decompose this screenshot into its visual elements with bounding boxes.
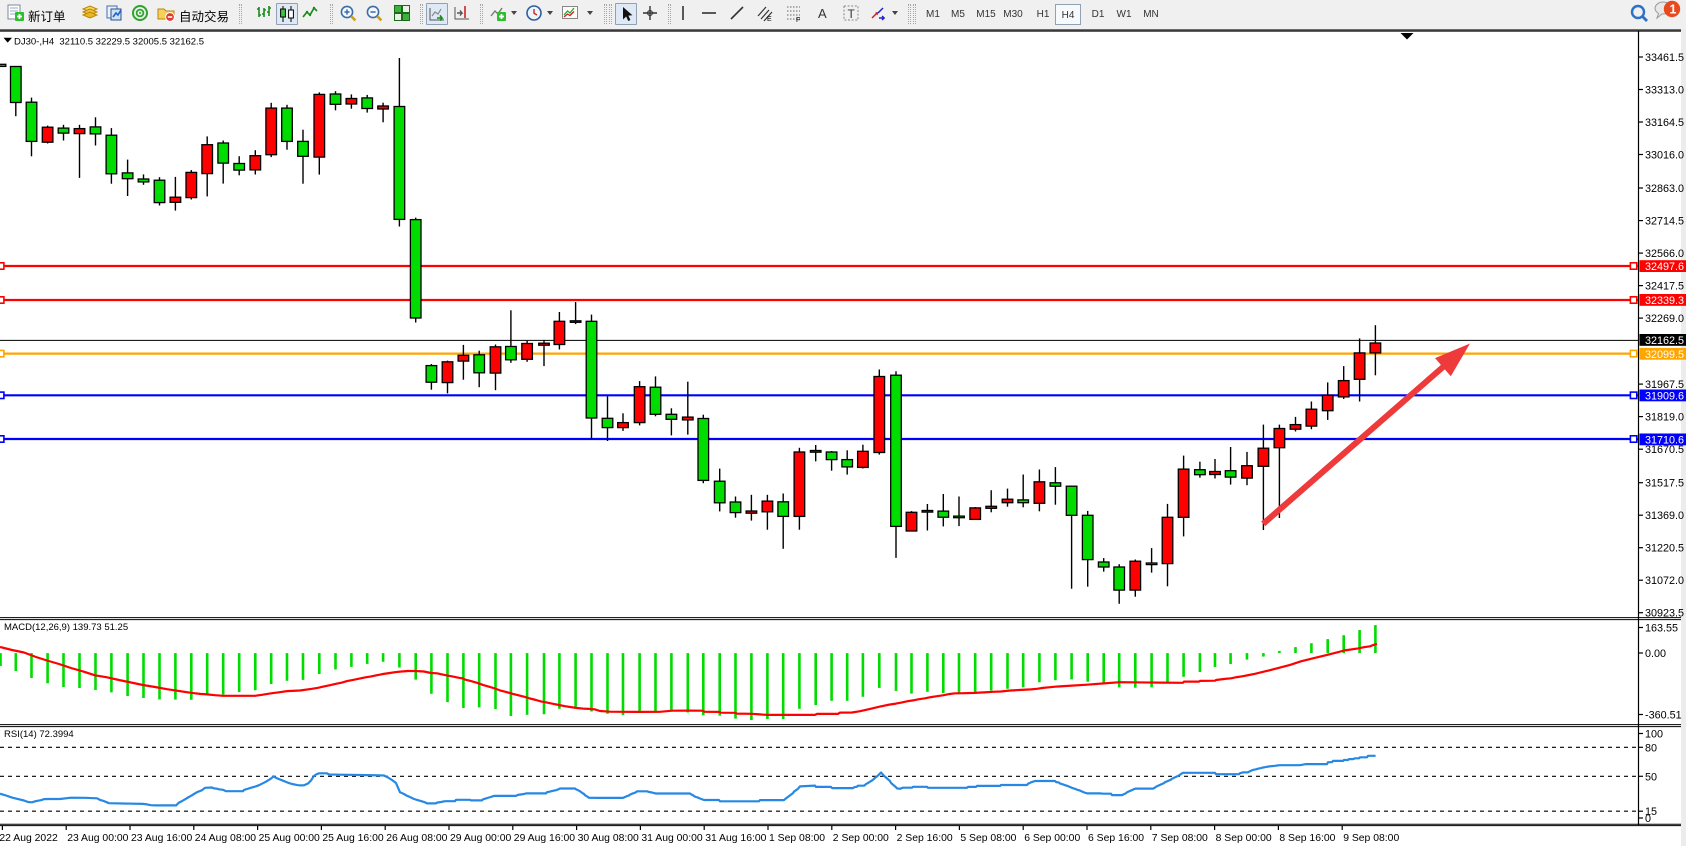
- svg-text:31220.5: 31220.5: [1645, 543, 1684, 555]
- svg-text:25 Aug 16:00: 25 Aug 16:00: [322, 833, 383, 844]
- svg-text:7 Sep 08:00: 7 Sep 08:00: [1152, 833, 1208, 844]
- svg-text:2 Sep 16:00: 2 Sep 16:00: [897, 833, 953, 844]
- svg-text:80: 80: [1645, 742, 1657, 754]
- svg-text:26 Aug 08:00: 26 Aug 08:00: [386, 833, 447, 844]
- svg-text:0.00: 0.00: [1645, 648, 1666, 660]
- svg-text:MACD(12,26,9) 139.73 51.25: MACD(12,26,9) 139.73 51.25: [4, 622, 128, 633]
- svg-text:0: 0: [1645, 813, 1651, 825]
- svg-text:9 Sep 08:00: 9 Sep 08:00: [1343, 833, 1399, 844]
- svg-text:31909.6: 31909.6: [1645, 391, 1684, 403]
- svg-text:32269.0: 32269.0: [1645, 313, 1684, 325]
- svg-text:32417.5: 32417.5: [1645, 281, 1684, 293]
- svg-text:33016.0: 33016.0: [1645, 150, 1684, 162]
- svg-text:22 Aug 2022: 22 Aug 2022: [0, 833, 58, 844]
- svg-text:31072.0: 31072.0: [1645, 575, 1684, 587]
- svg-text:F: F: [796, 17, 800, 22]
- svg-text:-360.51: -360.51: [1645, 710, 1682, 722]
- svg-text:25 Aug 00:00: 25 Aug 00:00: [259, 833, 320, 844]
- svg-text:RSI(14) 72.3994: RSI(14) 72.3994: [4, 729, 74, 740]
- svg-text:32162.5: 32162.5: [1645, 335, 1684, 347]
- svg-text:33164.5: 33164.5: [1645, 117, 1684, 129]
- svg-text:50: 50: [1645, 771, 1657, 783]
- svg-text:31517.5: 31517.5: [1645, 478, 1684, 490]
- svg-text:31670.5: 31670.5: [1645, 444, 1684, 456]
- svg-text:31710.6: 31710.6: [1645, 435, 1684, 447]
- svg-text:33313.0: 33313.0: [1645, 85, 1684, 97]
- svg-text:32099.5: 32099.5: [1645, 349, 1684, 361]
- svg-text:31 Aug 16:00: 31 Aug 16:00: [705, 833, 766, 844]
- svg-text:31369.0: 31369.0: [1645, 510, 1684, 522]
- svg-text:A: A: [818, 6, 827, 21]
- svg-text:2 Sep 00:00: 2 Sep 00:00: [833, 833, 889, 844]
- svg-text:33461.5: 33461.5: [1645, 52, 1684, 64]
- svg-text:23 Aug 00:00: 23 Aug 00:00: [67, 833, 128, 844]
- svg-text:6 Sep 16:00: 6 Sep 16:00: [1088, 833, 1144, 844]
- svg-text:32714.5: 32714.5: [1645, 216, 1684, 228]
- svg-text:31 Aug 00:00: 31 Aug 00:00: [641, 833, 702, 844]
- svg-text:30923.5: 30923.5: [1645, 608, 1684, 620]
- svg-text:E: E: [767, 16, 772, 22]
- svg-text:30 Aug 08:00: 30 Aug 08:00: [578, 833, 639, 844]
- svg-text:29 Aug 16:00: 29 Aug 16:00: [514, 833, 575, 844]
- svg-text:32863.0: 32863.0: [1645, 183, 1684, 195]
- svg-text:5 Sep 08:00: 5 Sep 08:00: [960, 833, 1016, 844]
- svg-text:8 Sep 00:00: 8 Sep 00:00: [1216, 833, 1272, 844]
- svg-text:15: 15: [1645, 806, 1657, 818]
- svg-text:32566.0: 32566.0: [1645, 248, 1684, 260]
- svg-text:24 Aug 08:00: 24 Aug 08:00: [195, 833, 256, 844]
- svg-text:6 Sep 00:00: 6 Sep 00:00: [1024, 833, 1080, 844]
- svg-text:8 Sep 16:00: 8 Sep 16:00: [1279, 833, 1335, 844]
- svg-text:100: 100: [1645, 729, 1663, 741]
- svg-text:T: T: [848, 7, 856, 21]
- svg-text:31819.0: 31819.0: [1645, 412, 1684, 424]
- svg-text:32497.6: 32497.6: [1645, 261, 1684, 273]
- svg-text:23 Aug 16:00: 23 Aug 16:00: [131, 833, 192, 844]
- svg-text:DJ30-,H4 32110.5 32229.5 3200: DJ30-,H4 32110.5 32229.5 32005.5 32162.5: [14, 37, 204, 48]
- svg-text:31967.5: 31967.5: [1645, 379, 1684, 391]
- svg-text:1 Sep 08:00: 1 Sep 08:00: [769, 833, 825, 844]
- svg-text:163.55: 163.55: [1645, 623, 1678, 635]
- svg-text:29 Aug 00:00: 29 Aug 00:00: [450, 833, 511, 844]
- svg-text:32339.3: 32339.3: [1645, 295, 1684, 307]
- svg-text:1: 1: [1670, 3, 1677, 17]
